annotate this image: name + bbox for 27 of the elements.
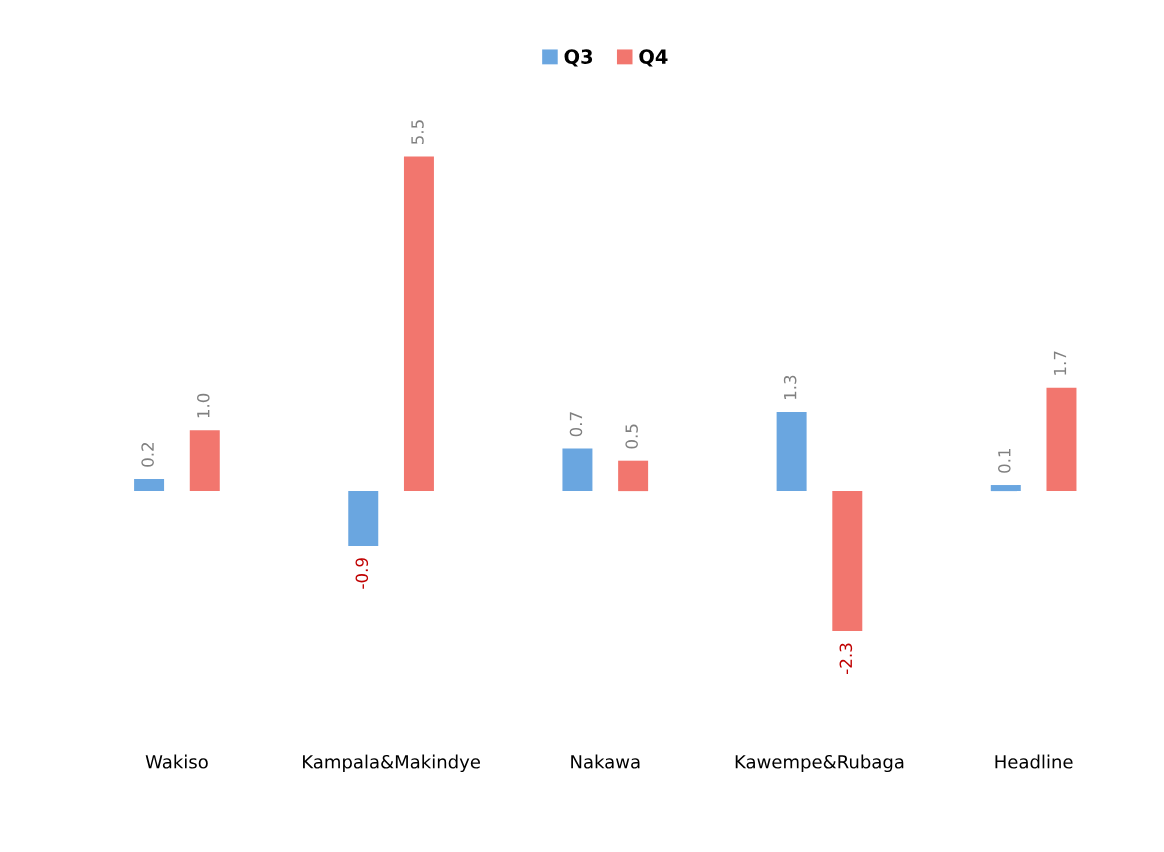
bar xyxy=(1046,387,1077,492)
x-tick-label: Kampala&Makindye xyxy=(303,754,480,773)
data-label: 0.7 xyxy=(569,412,583,437)
bar xyxy=(403,156,434,492)
data-label: 1.7 xyxy=(1053,351,1067,375)
bar xyxy=(189,430,220,492)
data-label: 0.5 xyxy=(625,424,638,449)
x-tick-label: Nakawa xyxy=(571,754,640,769)
data-label: -2.3 xyxy=(839,643,853,674)
bar xyxy=(776,412,807,492)
data-label: -0.9 xyxy=(355,558,369,589)
bar xyxy=(990,485,1021,492)
data-label: 0.2 xyxy=(141,443,154,467)
bar xyxy=(618,460,649,492)
data-label: 0.1 xyxy=(998,448,1011,473)
x-tick-label: Headline xyxy=(995,754,1073,769)
bar xyxy=(348,491,379,546)
data-label: 1.3 xyxy=(783,375,797,400)
bar xyxy=(562,448,593,492)
x-tick-label: Kawempe&Rubaga xyxy=(735,754,904,773)
x-tick-label: Wakiso xyxy=(145,754,208,769)
data-label: 5.5 xyxy=(411,120,424,145)
legend-label: Q3 xyxy=(564,49,593,67)
bar xyxy=(134,478,165,492)
bar xyxy=(832,491,863,632)
legend-label: Q4 xyxy=(639,49,668,67)
data-label: 1.0 xyxy=(197,393,210,418)
